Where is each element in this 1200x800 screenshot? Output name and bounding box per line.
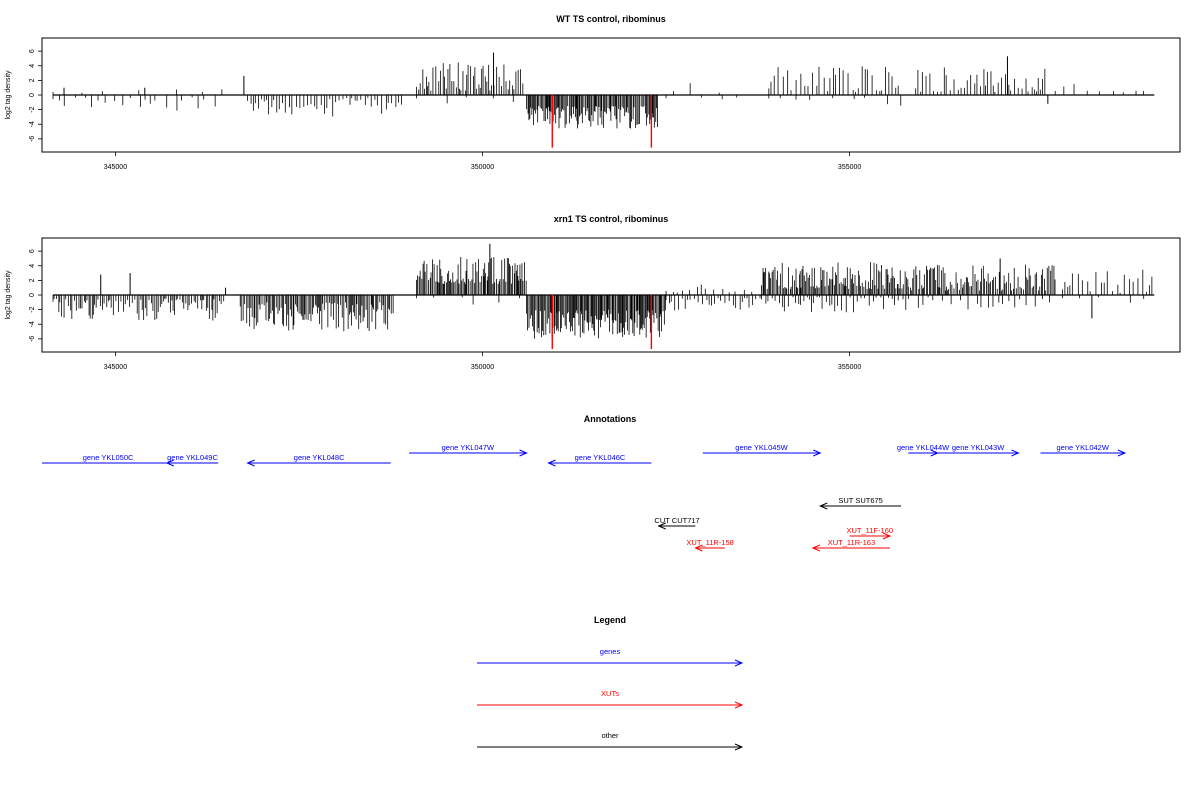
feature-arrow-head	[694, 544, 703, 552]
feature-arrow-head	[657, 522, 666, 530]
feature-arrow-head	[246, 459, 255, 467]
feature-label: gene YKL047W	[442, 443, 495, 452]
y-tick-label: -6	[29, 336, 36, 342]
y-tick-label: 2	[29, 278, 36, 282]
feature-label: gene YKL042W	[1057, 443, 1110, 452]
feature-label: XUT_11R-158	[686, 538, 733, 547]
x-tick-label: 350000	[471, 164, 494, 171]
feature-arrow-head	[882, 532, 892, 540]
x-tick-label: 355000	[838, 364, 861, 371]
x-tick-label: 350000	[471, 364, 494, 371]
feature-label: CUT CUT717	[654, 516, 699, 525]
xrn1-density-panel: xrn1 TS control, ribominus -6 -4 -2 0 2 4 6 log2…	[5, 214, 1181, 371]
y-tick-label: 4	[29, 264, 36, 268]
legend-title: Legend	[594, 615, 626, 625]
feature-arrow-head	[1011, 449, 1020, 457]
y-tick-label: 0	[29, 293, 36, 297]
density-bars	[52, 243, 1153, 339]
feature-arrow-head	[811, 544, 821, 552]
y-tick-label: 0	[29, 93, 36, 97]
feature-label: SUT SUT675	[838, 496, 882, 505]
panel-title: xrn1 TS control, ribominus	[554, 214, 669, 224]
feature-arrow-head	[1117, 449, 1127, 457]
y-tick-label: 4	[29, 64, 36, 68]
y-axis-label: log2 tag density	[5, 270, 12, 320]
y-tick-label: 6	[29, 249, 36, 253]
feature-arrow-head	[813, 449, 822, 457]
y-axis-label: log2 tag density	[5, 70, 12, 120]
feature-arrow-head	[818, 502, 828, 510]
feature-label: gene YKL044W	[897, 443, 950, 452]
legend-arrow-head	[734, 701, 744, 709]
y-tick-label: -6	[29, 136, 36, 142]
y-tick-label: -4	[29, 121, 36, 127]
legend-label: XUTs	[601, 689, 619, 698]
feature-label: gene YKL048C	[294, 453, 345, 462]
y-tick-label: -2	[29, 306, 36, 312]
x-tick-label: 345000	[104, 364, 127, 371]
feature-label: gene YKL045W	[735, 443, 788, 452]
annotations-title: Annotations	[584, 414, 637, 424]
legend-arrow-head	[734, 743, 744, 751]
feature-label: gene YKL043W	[952, 443, 1005, 452]
y-tick-label: 2	[29, 78, 36, 82]
wt-density-panel: WT TS control, ribominus -6 -4 -2 0 2 4 6 log2 t…	[5, 14, 1181, 171]
legend-panel: Legend genes XUTs other	[477, 615, 744, 751]
legend-label: other	[601, 731, 619, 740]
feature-label: XUT_11R-163	[828, 538, 875, 547]
density-bars	[52, 52, 1144, 129]
feature-arrow-head	[165, 459, 175, 467]
legend-label: genes	[600, 647, 621, 656]
feature-label: gene YKL046C	[575, 453, 626, 462]
feature-arrow-head	[519, 449, 528, 457]
x-tick-label: 355000	[838, 164, 861, 171]
feature-label: XUT_11F-160	[847, 526, 894, 535]
feature-arrow-head	[547, 459, 556, 467]
y-tick-label: -2	[29, 106, 36, 112]
legend-arrow-head	[734, 659, 744, 667]
annotations-panel: Annotations gene YKL050C gene YKL049C gene …	[42, 414, 1127, 552]
feature-label: gene YKL050C	[83, 453, 134, 462]
y-tick-label: 6	[29, 49, 36, 53]
y-tick-label: -4	[29, 321, 36, 327]
x-tick-label: 345000	[104, 164, 127, 171]
feature-label: gene YKL049C	[167, 453, 218, 462]
panel-title: WT TS control, ribominus	[556, 14, 666, 24]
